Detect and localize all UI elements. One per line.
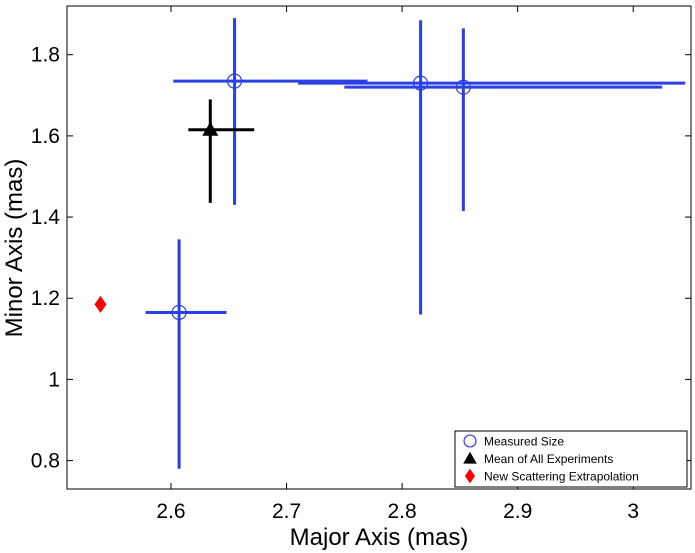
y-tick-label: 1.2 xyxy=(31,287,60,310)
data-point xyxy=(226,73,243,89)
y-axis-label: Minor Axis (mas) xyxy=(1,159,28,338)
legend-label: New Scattering Extrapolation xyxy=(484,470,639,484)
legend-label: Measured Size xyxy=(484,435,564,449)
axis-ticks: 2.6 2.7 2.8 2.9 3 0.8 1 1.2 1.4 1.6 1.8 xyxy=(31,6,691,523)
legend: Measured Size Mean of All Experiments New … xyxy=(454,430,688,488)
y-tick-label: 1 xyxy=(48,368,60,391)
legend-marker xyxy=(463,434,477,448)
data-point xyxy=(171,304,187,321)
data-point xyxy=(94,295,107,313)
legend-marker xyxy=(463,451,477,464)
y-tick-label: 0.8 xyxy=(31,450,60,473)
x-tick-label: 2.9 xyxy=(503,500,532,523)
y-tick-label: 1.8 xyxy=(31,44,60,67)
x-tick-label: 2.8 xyxy=(388,500,417,523)
y-tick-label: 1.4 xyxy=(31,206,61,229)
x-tick-label: 3 xyxy=(627,500,639,523)
legend-label: Mean of All Experiments xyxy=(484,452,613,466)
x-axis-label: Major Axis (mas) xyxy=(290,524,469,551)
legend-marker xyxy=(464,468,476,484)
data-point xyxy=(455,79,471,95)
x-tick-label: 2.7 xyxy=(272,500,301,523)
x-tick-label: 2.6 xyxy=(156,500,185,523)
plot-area xyxy=(66,5,692,490)
data-point xyxy=(413,75,429,91)
legend-box xyxy=(454,430,688,488)
y-tick-label: 1.6 xyxy=(31,125,60,148)
data-marks xyxy=(94,18,686,469)
data-point xyxy=(202,121,219,136)
